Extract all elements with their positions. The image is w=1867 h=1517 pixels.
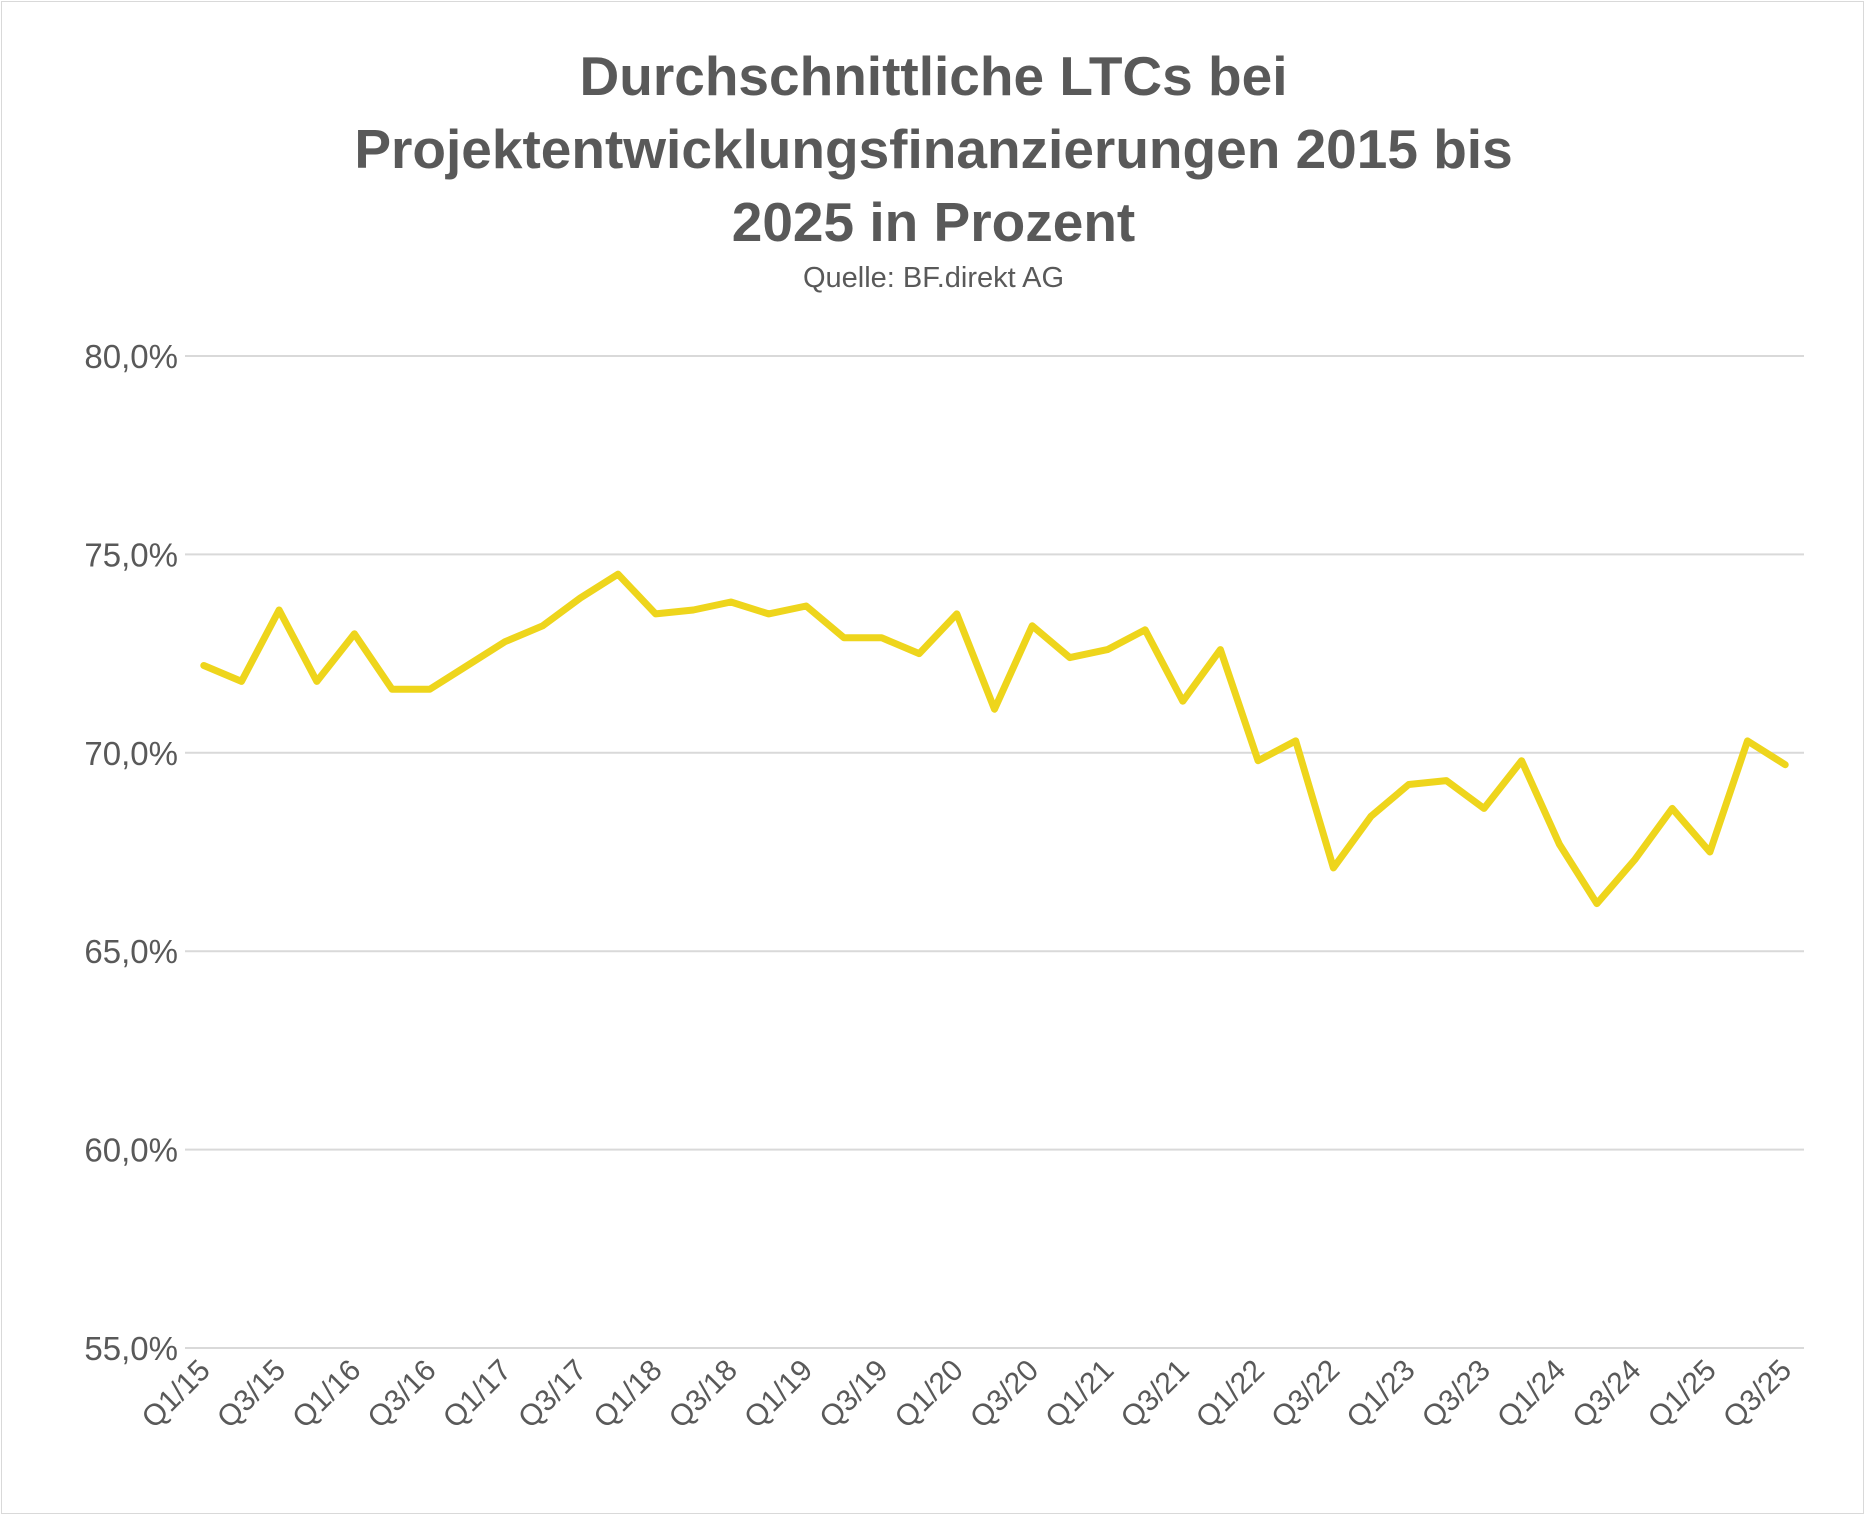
y-tick-label: 60,0% (84, 1132, 178, 1169)
chart-subtitle: Quelle: BF.direkt AG (802, 262, 1065, 294)
x-tick-label: Q1/22 (1190, 1354, 1271, 1435)
x-tick-label: Q3/20 (964, 1354, 1045, 1435)
x-tick-label: Q3/17 (512, 1354, 593, 1435)
y-tick-label: 70,0% (84, 735, 178, 772)
x-tick-label: Q1/20 (889, 1354, 970, 1435)
x-tick-label: Q1/19 (738, 1354, 819, 1435)
x-tick-label: Q3/21 (1115, 1354, 1196, 1435)
x-tick-label: Q1/25 (1642, 1354, 1723, 1435)
x-tick-label: Q3/22 (1265, 1354, 1346, 1435)
chart-title-line: Durchschnittliche LTCs bei (579, 45, 1288, 107)
x-tick-label: Q1/23 (1340, 1354, 1421, 1435)
x-tick-label: Q1/17 (437, 1354, 518, 1435)
x-tick-label: Q3/19 (813, 1354, 894, 1435)
chart-title-line: Projektentwicklungsfinanzierungen 2015 b… (354, 118, 1513, 180)
x-tick-label: Q1/16 (286, 1354, 367, 1435)
chart-title: Durchschnittliche LTCs bei Projektentwic… (0, 40, 1867, 259)
y-tick-label: 75,0% (84, 536, 178, 573)
x-tick-label: Q3/25 (1717, 1354, 1798, 1435)
x-tick-label: Q3/18 (663, 1354, 744, 1435)
y-tick-label: 65,0% (84, 933, 178, 970)
x-tick-label: Q3/16 (362, 1354, 443, 1435)
x-tick-label: Q1/24 (1491, 1354, 1572, 1435)
x-tick-label: Q1/21 (1039, 1354, 1120, 1435)
y-tick-label: 55,0% (84, 1330, 178, 1367)
y-tick-label: 80,0% (84, 338, 178, 375)
x-tick-label: Q3/24 (1566, 1354, 1647, 1435)
chart-title-line: 2025 in Prozent (731, 191, 1136, 253)
x-tick-label: Q1/18 (587, 1354, 668, 1435)
x-tick-label: Q3/23 (1416, 1354, 1497, 1435)
series-line (200, 570, 1789, 908)
x-tick-label: Q3/15 (211, 1354, 292, 1435)
